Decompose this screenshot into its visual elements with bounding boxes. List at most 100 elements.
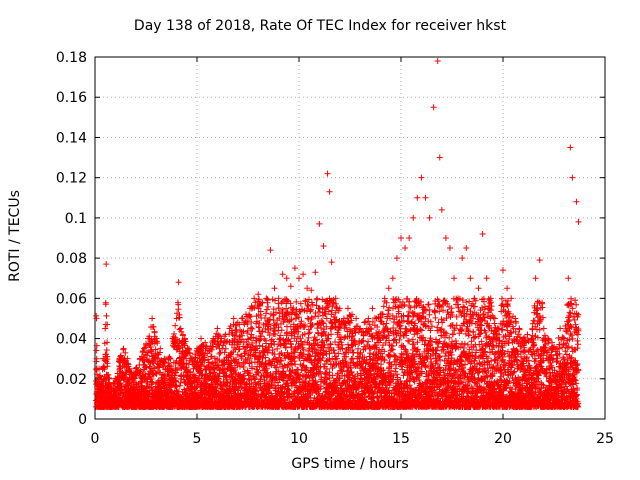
- data-point: [102, 325, 109, 332]
- data-point: [177, 325, 184, 332]
- data-point: [436, 154, 443, 161]
- data-point: [267, 247, 274, 254]
- data-point: [569, 174, 576, 181]
- y-tick-label: 0.14: [56, 130, 87, 146]
- data-point: [393, 255, 400, 262]
- data-point: [479, 230, 486, 237]
- x-tick-label: 15: [392, 431, 410, 447]
- data-point: [320, 243, 327, 250]
- axis-ticks: 0 5 10 15 20 2500.020.040.060.080.10.120.140.…: [56, 50, 614, 447]
- data-point: [567, 144, 574, 151]
- data-point: [414, 194, 421, 201]
- data-point: [230, 315, 237, 322]
- data-point: [255, 291, 262, 298]
- data-point: [175, 306, 182, 313]
- data-point: [573, 198, 580, 205]
- data-point: [148, 376, 155, 383]
- data-point: [93, 355, 100, 362]
- data-point: [176, 382, 183, 389]
- data-point: [93, 342, 100, 349]
- data-point: [304, 285, 311, 292]
- data-point: [275, 295, 282, 302]
- data-point: [208, 353, 215, 360]
- data-point: [446, 245, 453, 252]
- x-tick-label: 5: [193, 431, 202, 447]
- data-point: [214, 325, 221, 332]
- data-point: [125, 380, 132, 387]
- data-point: [361, 319, 368, 326]
- data-point: [251, 375, 258, 382]
- data-point: [117, 352, 124, 359]
- data-point: [422, 194, 429, 201]
- data-point: [308, 316, 315, 323]
- data-point: [120, 346, 127, 353]
- x-tick-label: 0: [91, 431, 100, 447]
- data-point: [172, 322, 179, 329]
- data-point: [171, 330, 178, 337]
- x-tick-label: 20: [494, 431, 512, 447]
- data-point: [389, 275, 396, 282]
- data-point: [426, 214, 433, 221]
- data-point: [565, 275, 572, 282]
- data-point: [353, 315, 360, 322]
- data-point: [124, 360, 131, 367]
- data-point: [222, 345, 229, 352]
- data-point: [406, 235, 413, 241]
- data-point: [274, 345, 281, 352]
- data-point: [104, 339, 111, 346]
- data-point: [152, 346, 159, 353]
- data-point: [410, 214, 417, 221]
- data-point: [475, 285, 482, 292]
- y-tick-label: 0.08: [56, 251, 87, 267]
- data-point: [504, 285, 511, 292]
- data-point: [140, 345, 147, 352]
- data-point: [154, 338, 161, 345]
- data-point: [540, 325, 547, 332]
- data-point: [308, 314, 315, 321]
- y-tick-label: 0: [78, 412, 87, 428]
- data-point: [385, 285, 392, 292]
- y-tick-label: 0.04: [56, 332, 87, 348]
- data-point: [136, 368, 143, 375]
- data-point: [500, 267, 506, 274]
- data-point: [137, 368, 144, 375]
- y-tick-label: 0.12: [56, 171, 87, 187]
- y-tick-label: 0.16: [56, 90, 87, 106]
- data-point: [284, 329, 291, 336]
- data-point: [146, 333, 153, 340]
- data-point: [251, 295, 258, 302]
- data-point: [103, 261, 110, 268]
- data-point: [328, 259, 335, 266]
- y-tick-label: 0.1: [65, 211, 87, 227]
- data-point: [271, 285, 278, 292]
- data-point: [198, 335, 205, 342]
- data-point: [324, 170, 331, 177]
- data-point: [508, 295, 515, 302]
- data-point: [326, 188, 333, 195]
- data-point: [216, 350, 223, 357]
- data-point: [154, 355, 161, 362]
- data-point: [279, 271, 286, 278]
- y-tick-label: 0.06: [56, 291, 87, 307]
- data-point: [103, 312, 110, 319]
- data-point: [283, 275, 290, 282]
- data-point: [143, 364, 150, 371]
- data-point: [316, 220, 323, 227]
- data-point: [153, 370, 160, 377]
- data-point: [149, 315, 156, 322]
- x-tick-label: 25: [596, 431, 614, 447]
- data-point: [287, 283, 294, 290]
- data-point: [175, 279, 182, 286]
- plot-frame: [94, 56, 606, 420]
- data-point: [402, 245, 409, 252]
- data-point: [104, 360, 111, 367]
- data-point: [263, 306, 270, 313]
- data-point: [133, 364, 140, 371]
- data-point: [292, 361, 299, 368]
- data-point: [314, 295, 321, 302]
- data-point: [398, 235, 404, 241]
- data-point: [341, 335, 348, 342]
- data-point: [459, 255, 466, 262]
- data-point: [156, 349, 163, 356]
